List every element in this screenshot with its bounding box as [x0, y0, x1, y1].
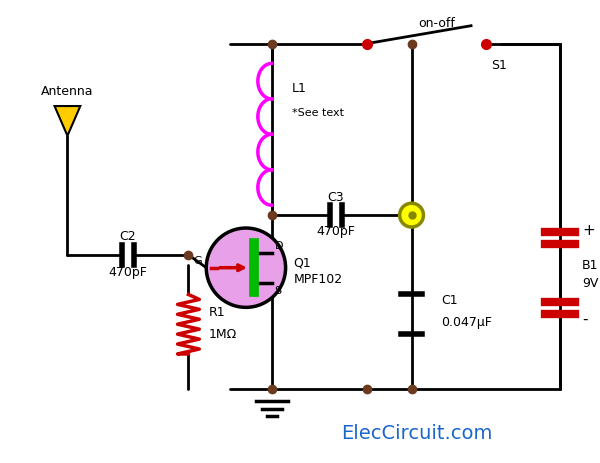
Text: C2: C2 [119, 231, 136, 244]
Polygon shape [55, 106, 80, 136]
Text: C3: C3 [328, 191, 344, 204]
Text: S1: S1 [491, 59, 507, 72]
Text: -: - [582, 312, 587, 327]
Text: on-off: on-off [418, 17, 455, 30]
Text: +: + [582, 223, 595, 238]
Text: 470pF: 470pF [316, 225, 355, 238]
Text: D: D [275, 241, 283, 251]
Text: 1MΩ: 1MΩ [208, 328, 236, 341]
Text: B1: B1 [582, 259, 599, 272]
Text: R1: R1 [208, 306, 225, 319]
Text: C1: C1 [441, 294, 458, 307]
Text: 9V: 9V [582, 276, 598, 289]
Text: MPF102: MPF102 [293, 273, 343, 286]
Text: L1: L1 [292, 81, 307, 95]
Text: ElecCircuit.com: ElecCircuit.com [341, 424, 492, 443]
Text: Q1: Q1 [293, 256, 311, 269]
Circle shape [206, 228, 286, 307]
Text: 470pF: 470pF [109, 266, 148, 279]
Circle shape [400, 203, 424, 227]
Text: *See text: *See text [292, 108, 344, 118]
Text: S: S [275, 286, 282, 295]
Text: G: G [194, 256, 202, 266]
Text: Antenna: Antenna [41, 85, 94, 98]
Text: 0.047µF: 0.047µF [441, 316, 492, 329]
